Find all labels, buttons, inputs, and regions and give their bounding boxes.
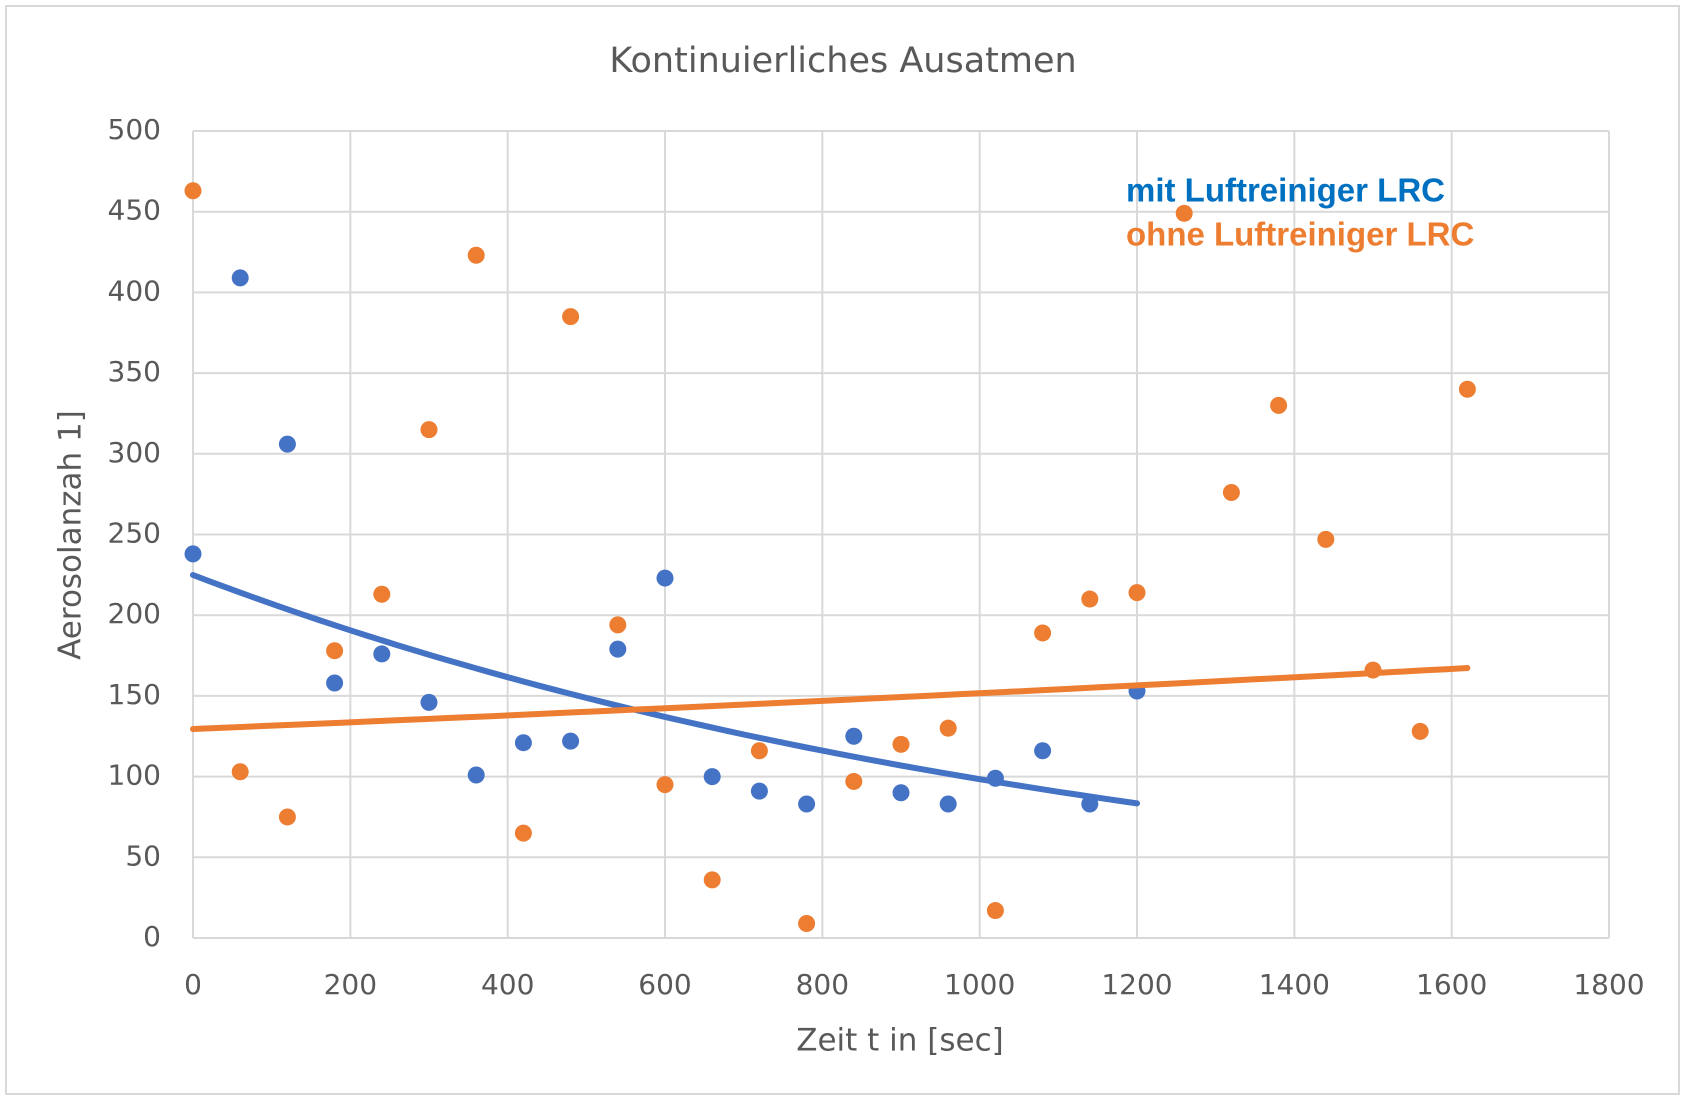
data-point bbox=[1175, 204, 1193, 222]
data-point bbox=[845, 772, 863, 790]
x-tick-label: 400 bbox=[481, 968, 534, 1001]
data-point bbox=[1317, 530, 1335, 548]
data-point bbox=[798, 795, 816, 813]
legend-entry: mit Luftreiniger LRC bbox=[1126, 172, 1445, 209]
data-point bbox=[609, 616, 627, 634]
data-point bbox=[703, 871, 721, 889]
x-tick-label: 1400 bbox=[1259, 968, 1330, 1001]
x-tick-label: 1800 bbox=[1573, 968, 1644, 1001]
data-point bbox=[184, 182, 202, 200]
x-tick-label: 200 bbox=[324, 968, 377, 1001]
data-point bbox=[703, 768, 721, 786]
y-axis-label: Aerosolanzah 1] bbox=[53, 410, 89, 660]
y-tick-label: 400 bbox=[108, 274, 161, 307]
data-point bbox=[1411, 722, 1429, 740]
legend-entry: ohne Luftreiniger LRC bbox=[1126, 216, 1474, 253]
data-point bbox=[373, 645, 391, 663]
data-point bbox=[326, 674, 344, 692]
y-tick-label: 500 bbox=[108, 113, 161, 146]
data-point bbox=[420, 421, 438, 439]
data-point bbox=[231, 269, 249, 287]
data-point bbox=[184, 545, 202, 563]
trendline bbox=[190, 665, 1471, 732]
y-tick-label: 300 bbox=[108, 436, 161, 469]
data-point bbox=[1034, 624, 1052, 642]
x-tick-label: 800 bbox=[796, 968, 849, 1001]
data-point bbox=[562, 308, 580, 326]
y-tick-label: 450 bbox=[108, 194, 161, 227]
data-point bbox=[1128, 584, 1146, 602]
data-point bbox=[609, 640, 627, 658]
data-point bbox=[326, 642, 344, 660]
data-point bbox=[514, 734, 532, 752]
y-tick-label: 350 bbox=[108, 355, 161, 388]
data-point bbox=[373, 585, 391, 603]
data-point bbox=[1081, 590, 1099, 608]
data-point bbox=[750, 742, 768, 760]
x-tick-label: 0 bbox=[184, 968, 202, 1001]
x-axis-label: Zeit t in [sec] bbox=[796, 1023, 1004, 1059]
data-point bbox=[986, 902, 1004, 920]
y-tick-label: 100 bbox=[108, 759, 161, 792]
data-point bbox=[1222, 484, 1240, 502]
data-point bbox=[467, 766, 485, 784]
data-point bbox=[656, 776, 674, 794]
x-tick-label: 1200 bbox=[1101, 968, 1172, 1001]
x-tick-label: 1600 bbox=[1416, 968, 1487, 1001]
x-tick-label: 600 bbox=[638, 968, 691, 1001]
trendline bbox=[190, 572, 1140, 807]
data-point bbox=[278, 808, 296, 826]
x-tick-label: 1000 bbox=[944, 968, 1015, 1001]
chart-border bbox=[5, 5, 1680, 1095]
data-point bbox=[892, 735, 910, 753]
data-point bbox=[467, 246, 485, 264]
data-point bbox=[514, 824, 532, 842]
data-point bbox=[939, 795, 957, 813]
data-point bbox=[1034, 742, 1052, 760]
y-tick-label: 50 bbox=[125, 839, 161, 872]
data-point bbox=[798, 914, 816, 932]
data-point bbox=[1270, 396, 1288, 414]
data-point bbox=[892, 784, 910, 802]
data-point bbox=[278, 435, 296, 453]
data-point bbox=[656, 569, 674, 587]
data-point bbox=[939, 719, 957, 737]
y-tick-label: 250 bbox=[108, 517, 161, 550]
y-tick-label: 150 bbox=[108, 678, 161, 711]
data-point bbox=[231, 763, 249, 781]
data-point bbox=[1458, 380, 1476, 398]
y-tick-label: 200 bbox=[108, 597, 161, 630]
data-point bbox=[562, 732, 580, 750]
data-point bbox=[845, 727, 863, 745]
data-point bbox=[420, 693, 438, 711]
y-tick-label: 0 bbox=[143, 920, 161, 953]
data-point bbox=[750, 782, 768, 800]
chart-title: Kontinuierliches Ausatmen bbox=[609, 41, 1076, 81]
